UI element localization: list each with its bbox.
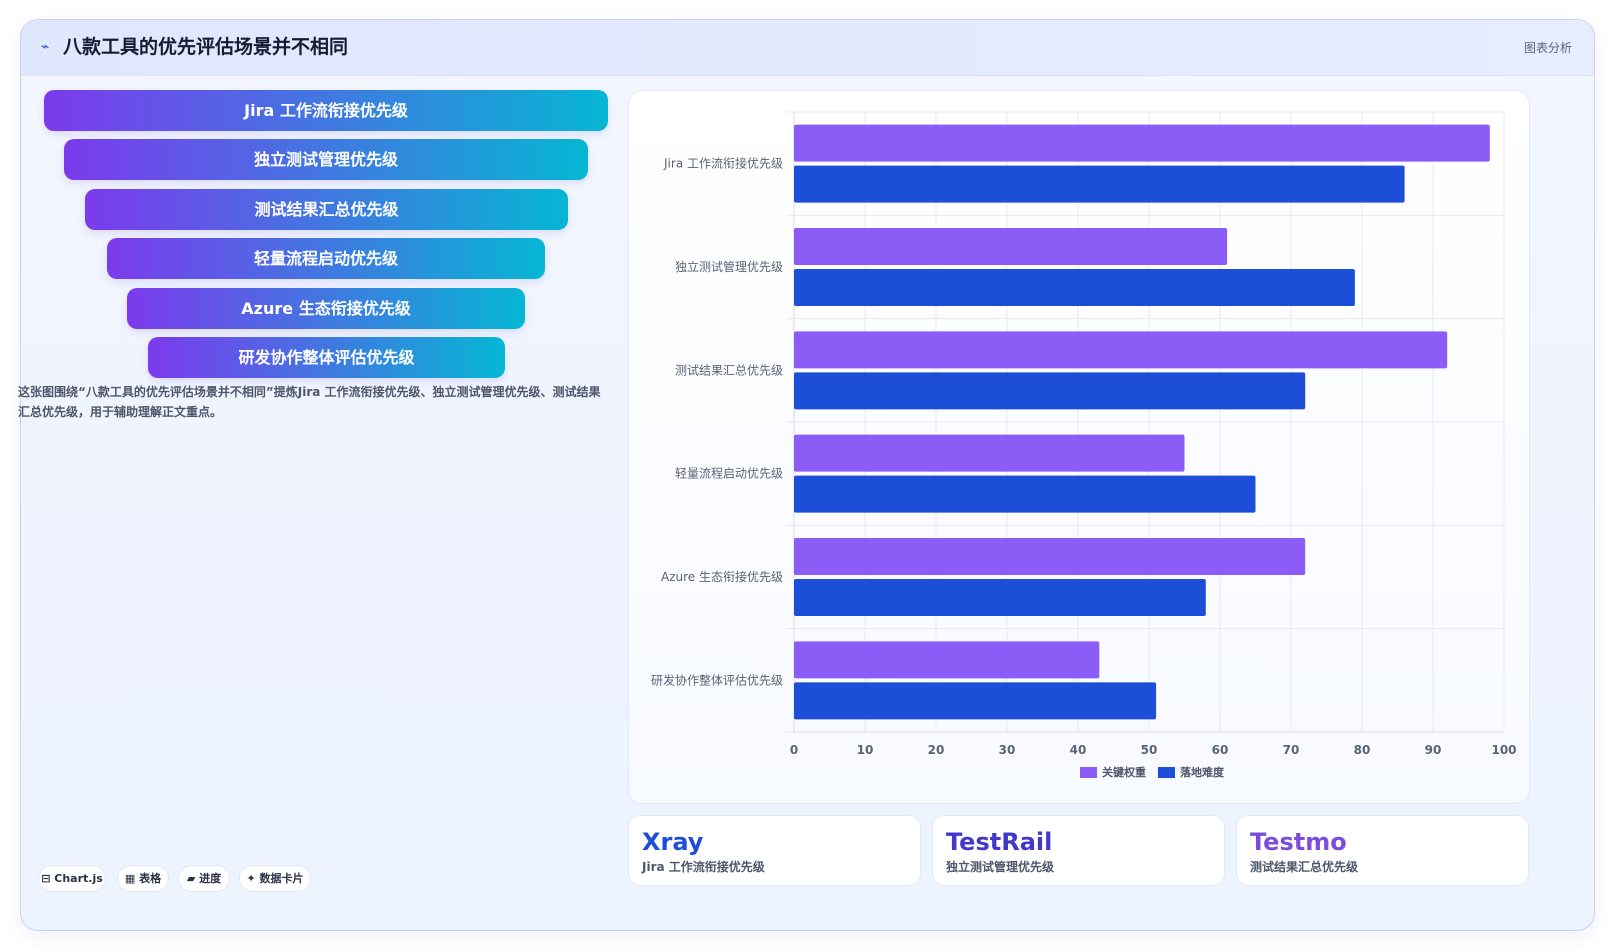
x-tick-label: 60 — [1212, 743, 1229, 757]
card-chip[interactable]: ✦ 数据卡片 — [239, 865, 311, 892]
stat-value: Xray — [642, 828, 704, 856]
funnel-item: 测试结果汇总优先级 — [85, 189, 568, 230]
bar-difficulty — [794, 269, 1355, 306]
y-tick-label: 轻量流程启动优先级 — [675, 466, 783, 481]
x-tick-label: 40 — [1070, 743, 1087, 757]
legend-label: 落地难度 — [1180, 765, 1225, 779]
chart-description: 这张图围绕“八款工具的优先评估场景并不相同”提炼Jira 工作流衔接优先级、独立… — [18, 385, 601, 419]
x-tick-label: 80 — [1354, 743, 1371, 757]
x-tick-label: 10 — [857, 743, 874, 757]
chart-swoosh-icon: ⌁ — [41, 39, 50, 55]
chart-chip[interactable]: ⊟ Chart.js — [38, 865, 106, 892]
bar-weight — [794, 331, 1448, 369]
card-header: ⌁ 八款工具的优先评估场景并不相同 图表分析 — [21, 20, 1594, 76]
stat-card: Xray Jira 工作流衔接优先级 — [628, 815, 921, 886]
bar-difficulty — [794, 372, 1306, 410]
bar-chart: Jira 工作流衔接优先级独立测试管理优先级测试结果汇总优先级轻量流程启动优先级… — [651, 111, 1517, 779]
stat-label: 测试结果汇总优先级 — [1250, 860, 1359, 874]
bar-weight — [794, 434, 1185, 472]
stat-card: Testmo 测试结果汇总优先级 — [1236, 815, 1529, 886]
funnel-item: Azure 生态衔接优先级 — [127, 288, 525, 329]
y-tick-label: 测试结果汇总优先级 — [675, 362, 783, 377]
stat-label: Jira 工作流衔接优先级 — [642, 860, 765, 874]
bar-weight — [794, 228, 1228, 265]
chart-panel: Jira 工作流衔接优先级独立测试管理优先级 测试结果汇总优先级 轻量流程启动优先级… — [628, 90, 1530, 804]
y-tick-label: Azure 生态衔接优先级 — [661, 569, 783, 584]
y-tick-label: 研发协作整体评估优先级 — [651, 672, 783, 687]
legend-label: 关键权重 — [1102, 765, 1146, 779]
table-chip[interactable]: ▦ 表格 — [117, 865, 169, 892]
stat-value: TestRail — [946, 828, 1053, 856]
bar-difficulty — [794, 579, 1206, 616]
x-tick-label: 90 — [1425, 743, 1442, 757]
x-tick-label: 50 — [1141, 743, 1158, 757]
funnel-item: 轻量流程启动优先级 — [107, 238, 545, 279]
funnel-item: 独立测试管理优先级 — [64, 139, 588, 180]
funnel: Jira 工作流衔接优先级 独立测试管理优先级 测试结果汇总优先级 轻量流程启动… — [24, 72, 608, 378]
header-tag: 图表分析 — [1523, 41, 1572, 55]
bar-difficulty — [794, 165, 1405, 203]
page-title: 八款工具的优先评估场景并不相同 — [63, 36, 349, 58]
x-tick-label: 70 — [1283, 743, 1300, 757]
stat-label: 独立测试管理优先级 — [946, 860, 1055, 874]
stat-card: TestRail 独立测试管理优先级 — [932, 815, 1225, 886]
bar-weight — [794, 124, 1490, 162]
y-tick-label: Jira 工作流衔接优先级 — [663, 156, 783, 171]
legend-swatch — [1158, 767, 1175, 778]
x-tick-label: 0 — [790, 743, 798, 757]
progress-chip[interactable]: ▰ 进度 — [178, 865, 230, 892]
x-tick-label: 30 — [999, 743, 1016, 757]
bar-weight — [794, 641, 1100, 679]
x-tick-label: 100 — [1491, 743, 1516, 757]
legend-swatch — [1080, 767, 1097, 778]
bar-weight — [794, 538, 1306, 575]
bar-difficulty — [794, 475, 1256, 513]
bar-difficulty — [794, 682, 1157, 720]
stat-value: Testmo — [1250, 828, 1347, 856]
funnel-item: Jira 工作流衔接优先级 — [44, 90, 608, 131]
y-tick-label: 独立测试管理优先级 — [675, 259, 783, 274]
funnel-item: 研发协作整体评估优先级 — [148, 337, 505, 378]
x-tick-label: 20 — [928, 743, 945, 757]
